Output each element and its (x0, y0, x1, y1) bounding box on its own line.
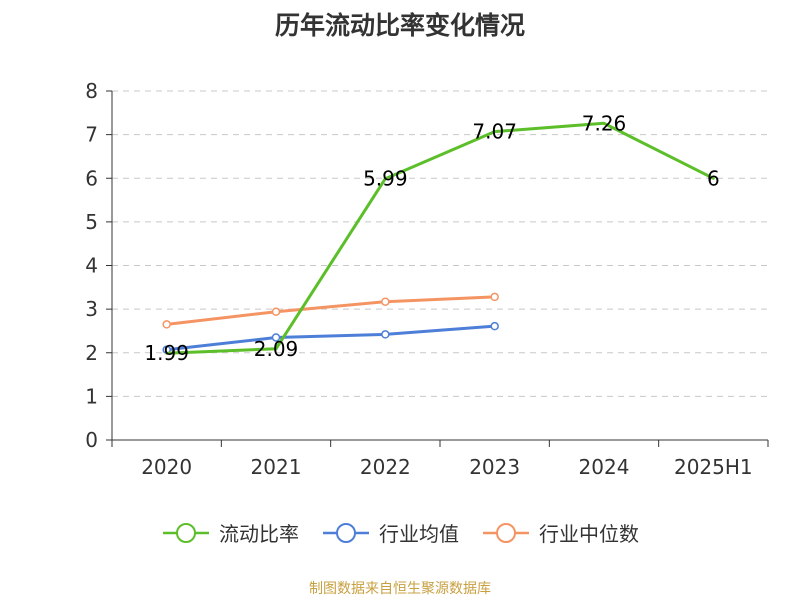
data-point (271, 333, 281, 342)
y-tick-label: 6 (85, 166, 98, 190)
legend-label: 行业中位数 (539, 522, 639, 546)
data-point (490, 292, 499, 302)
data-label: 2.09 (254, 337, 299, 361)
y-tick-label: 3 (85, 297, 98, 321)
y-tick-label: 5 (85, 210, 98, 234)
y-tick-label: 1 (85, 384, 98, 408)
y-tick-label: 2 (85, 341, 98, 365)
legend-swatch (323, 522, 369, 543)
data-label: 6 (707, 166, 720, 190)
data-label: 7.26 (582, 111, 627, 135)
x-tick-label: 2021 (251, 455, 302, 479)
x-tick-label: 2025H1 (674, 455, 753, 479)
x-tick-label: 2023 (469, 455, 520, 479)
series-line (165, 121, 715, 355)
y-tick-label: 8 (85, 79, 98, 103)
x-tick-label: 2020 (141, 455, 192, 479)
data-point (490, 321, 499, 331)
legend-swatch (163, 522, 209, 543)
chart-title: 历年流动比率变化情况 (274, 11, 525, 40)
y-tick-label: 4 (85, 254, 98, 278)
data-label: 7.07 (472, 120, 517, 144)
data-point (381, 330, 390, 339)
series-line (165, 295, 497, 326)
series-line (165, 324, 497, 352)
data-point (271, 307, 281, 316)
x-tick-label: 2024 (579, 455, 630, 479)
data-label: 1.99 (144, 341, 189, 365)
data-point (162, 320, 171, 329)
y-tick-label: 7 (85, 123, 98, 147)
legend-label: 流动比率 (219, 522, 299, 546)
x-tick-label: 2022 (360, 455, 411, 479)
legend-swatch (483, 522, 529, 543)
source-note: 制图数据来自恒生聚源数据库 (309, 581, 491, 597)
legend-item[interactable]: 行业均值 (321, 518, 459, 547)
legend-item[interactable]: 流动比率 (161, 518, 299, 547)
legend-item[interactable]: 行业中位数 (481, 518, 639, 547)
legend-label: 行业均值 (379, 522, 459, 546)
y-tick-label: 0 (85, 428, 98, 452)
data-label: 5.99 (363, 167, 408, 191)
legend: 流动比率 行业均值 行业中位数 (0, 518, 800, 547)
data-point (381, 297, 390, 306)
